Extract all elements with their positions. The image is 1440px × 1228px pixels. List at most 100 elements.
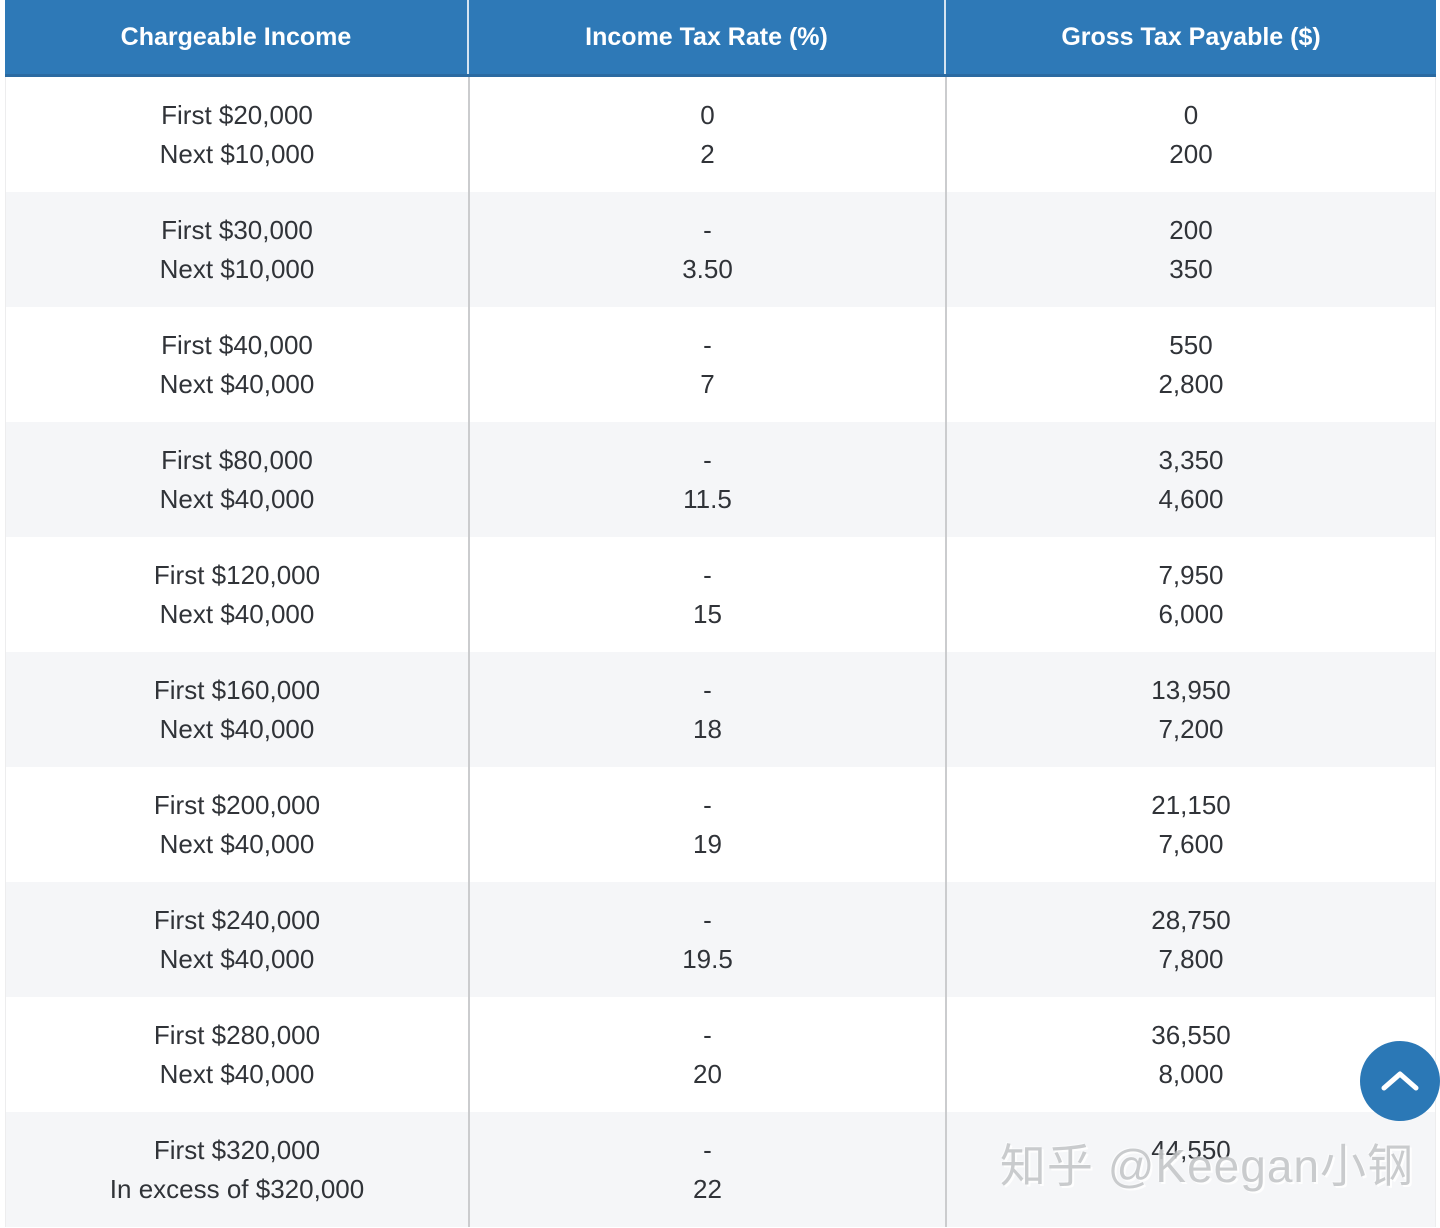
cell-line: -: [703, 559, 712, 590]
cell-line: First $160,000: [153, 674, 321, 705]
cell-line: Next $40,000: [159, 828, 315, 859]
cell-line: -: [703, 674, 712, 705]
cell-line: 3.50: [682, 253, 733, 284]
cell-line: First $120,000: [153, 559, 321, 590]
cell-chargeable-income: First $30,000 Next $10,000: [6, 192, 468, 307]
cell-line: First $30,000: [161, 214, 313, 245]
cell-line: 0: [700, 99, 715, 130]
cell-line: 21,150: [1151, 789, 1231, 820]
table-header-row: Chargeable Income Income Tax Rate (%) Gr…: [5, 0, 1436, 77]
cell-line: 7,950: [1158, 559, 1224, 590]
column-header-income-tax-rate: Income Tax Rate (%): [467, 0, 944, 74]
cell-gross-tax-payable: 550 2,800: [945, 307, 1435, 422]
cell-line: In excess of $320,000: [109, 1173, 365, 1204]
table-row: First $30,000 Next $10,000-3.50 200 350: [5, 192, 1436, 307]
table-row: First $80,000 Next $40,000 - 11.5 3,350 4,600: [5, 422, 1436, 537]
cell-income-tax-rate: - 19: [468, 767, 945, 882]
cell-gross-tax-payable: 28,750 7,800: [945, 882, 1435, 997]
cell-line: 0: [1183, 99, 1199, 130]
cell-line: 11.5: [683, 483, 732, 514]
cell-gross-tax-payable: 44,550: [945, 1112, 1435, 1227]
cell-line: 7,800: [1158, 943, 1224, 974]
cell-line: Next $10,000: [159, 253, 315, 284]
cell-line: 200: [1169, 214, 1213, 245]
cell-income-tax-rate: - 3.50: [468, 192, 945, 307]
cell-line: First $40,000: [161, 329, 313, 360]
table-row: First $40,000 Next $40,000-7 550 2,800: [5, 307, 1436, 422]
cell-line: 8,000: [1158, 1058, 1224, 1089]
cell-line: 4,600: [1158, 483, 1224, 514]
cell-line: 7: [700, 368, 715, 399]
cell-gross-tax-payable: 13,950 7,200: [945, 652, 1435, 767]
cell-income-tax-rate: - 15: [468, 537, 945, 652]
cell-line: 13,950: [1151, 674, 1231, 705]
cell-gross-tax-payable: 36,550 8,000: [945, 997, 1435, 1112]
cell-chargeable-income: First $200,000 Next $40,000: [6, 767, 468, 882]
watermark: 知乎 @Keegan小钢: [999, 1140, 1414, 1192]
table-row: First $280,000 Next $40,000 - 20 36,550 8,000: [5, 997, 1436, 1112]
cell-line: 2: [700, 138, 715, 169]
cell-line: First $280,000: [153, 1019, 321, 1050]
cell-line: -: [703, 904, 712, 935]
column-header-gross-tax-payable: Gross Tax Payable ($): [944, 0, 1436, 74]
cell-income-tax-rate: - 11.5: [468, 422, 945, 537]
cell-chargeable-income: First $120,000 Next $40,000: [6, 537, 468, 652]
cell-line: 36,550: [1151, 1019, 1231, 1050]
cell-income-tax-rate: - 18: [468, 652, 945, 767]
cell-line: First $240,000: [153, 904, 321, 935]
cell-line: First $320,000: [153, 1134, 321, 1165]
table-row: First $160,000 Next $40,000 - 18 13,950 7,200: [5, 652, 1436, 767]
cell-income-tax-rate: -7: [468, 307, 945, 422]
cell-line: Next $10,000: [159, 138, 315, 169]
table-row: First $240,000 Next $40,000 - 19.5 28,750 7,8…: [5, 882, 1436, 997]
cell-line: -: [703, 1134, 712, 1165]
cell-line: 20: [693, 1058, 722, 1089]
cell-line: Next $40,000: [159, 368, 315, 399]
cell-line: 44,550: [1151, 1134, 1231, 1165]
cell-chargeable-income: First $160,000 Next $40,000: [6, 652, 468, 767]
cell-line: -: [703, 444, 712, 475]
cell-line: First $20,000: [161, 99, 313, 130]
cell-line: Next $40,000: [159, 713, 315, 744]
table-row: First $20,000 Next $10,000 0 2 0 200: [5, 77, 1436, 192]
cell-chargeable-income: First $40,000 Next $40,000: [6, 307, 468, 422]
back-to-top-button[interactable]: [1360, 1041, 1440, 1121]
column-header-chargeable-income: Chargeable Income: [120, 22, 352, 51]
cell-line: 22: [693, 1173, 722, 1204]
cell-line: 15: [693, 598, 722, 629]
cell-line: Next $40,000: [159, 943, 315, 974]
cell-chargeable-income: First $320,000 In excess of $320,000: [6, 1112, 468, 1227]
cell-line: Next $40,000: [159, 483, 315, 514]
cell-gross-tax-payable: 200 350: [945, 192, 1435, 307]
cell-line: -: [703, 1019, 712, 1050]
cell-line: Next $40,000: [159, 598, 315, 629]
cell-line: 2,800: [1158, 368, 1224, 399]
cell-line: -: [703, 789, 712, 820]
cell-line: 18: [693, 713, 722, 744]
cell-chargeable-income: First $20,000 Next $10,000: [6, 77, 468, 192]
chevron-up-icon: [1380, 1070, 1420, 1092]
table-row: First $320,000 In excess of $320,000 - 22 44…: [5, 1112, 1436, 1227]
cell-line: 550: [1169, 329, 1213, 360]
cell-income-tax-rate: - 20: [468, 997, 945, 1112]
cell-chargeable-income: First $80,000 Next $40,000: [6, 422, 468, 537]
cell-line: -: [703, 214, 712, 245]
cell-income-tax-rate: - 22: [468, 1112, 945, 1227]
table-body: First $20,000 Next $10,000 0 2 0 200 First $30…: [5, 77, 1436, 1227]
cell-line: 3,350: [1158, 444, 1224, 475]
cell-line: 19.5: [682, 943, 733, 974]
cell-gross-tax-payable: 21,150 7,600: [945, 767, 1435, 882]
cell-gross-tax-payable: 0 200: [945, 77, 1435, 192]
cell-line: 350: [1169, 253, 1213, 284]
cell-line: First $80,000: [161, 444, 313, 475]
cell-line: -: [703, 329, 712, 360]
cell-line: 7,200: [1158, 713, 1224, 744]
table-row: First $120,000 Next $40,000 - 15 7,950 6,000: [5, 537, 1436, 652]
cell-line: 28,750: [1151, 904, 1231, 935]
cell-line: First $200,000: [153, 789, 321, 820]
cell-line: Next $40,000: [159, 1058, 315, 1089]
cell-chargeable-income: First $240,000 Next $40,000: [6, 882, 468, 997]
table-row: First $200,000 Next $40,000 - 19 21,150 7,600: [5, 767, 1436, 882]
cell-income-tax-rate: - 19.5: [468, 882, 945, 997]
